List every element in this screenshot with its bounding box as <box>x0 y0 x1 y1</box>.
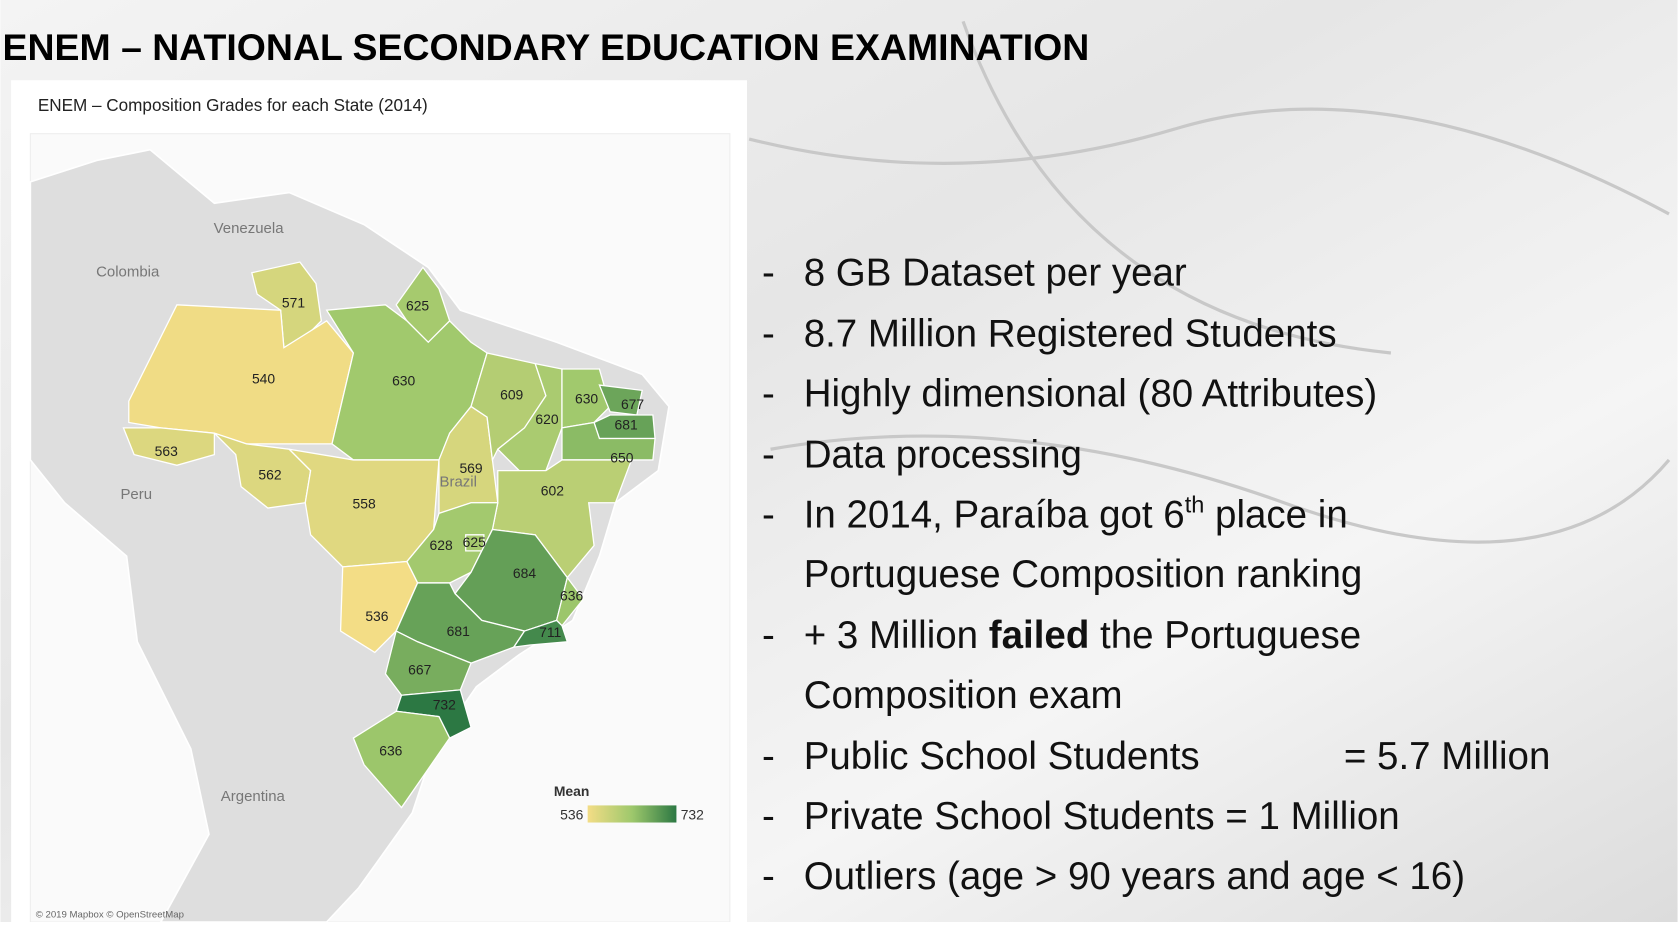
text-span: In 2014, Paraíba got 6 <box>804 493 1185 536</box>
legend-min: 536 <box>560 806 583 822</box>
bullet-text: Composition exam <box>804 674 1123 717</box>
state-value: 636 <box>560 588 583 604</box>
bullet-marker: - <box>762 252 775 295</box>
bullet-marker: - <box>762 493 775 536</box>
bullet-marker: - <box>762 433 775 476</box>
bullet-marker: - <box>762 795 775 838</box>
state-value: 563 <box>155 443 178 459</box>
state-value: 628 <box>430 537 453 553</box>
bullet-marker: - <box>762 855 775 898</box>
country-label: Venezuela <box>214 220 285 237</box>
bullet-text: Public School Students <box>804 735 1200 778</box>
text-span: + 3 Million <box>804 614 989 657</box>
state-value: 636 <box>379 743 402 759</box>
state-value: 711 <box>539 624 561 640</box>
bullet-text: Highly dimensional (80 Attributes) <box>804 372 1378 415</box>
map-title: ENEM – Composition Grades for each State… <box>38 96 428 115</box>
bullet-text: In 2014, Paraíba got 6th place in <box>804 491 1348 536</box>
state-value: 681 <box>615 416 638 432</box>
attribution: © 2019 Mapbox © OpenStreetMap <box>36 910 184 921</box>
state-value: 609 <box>500 386 523 402</box>
bullet-marker: - <box>762 313 775 356</box>
legend-title: Mean <box>554 783 590 799</box>
legend-gradient <box>587 805 677 823</box>
state-value: 630 <box>392 373 415 389</box>
state-value: 684 <box>513 565 536 581</box>
state-value: 569 <box>459 460 482 476</box>
bullet-text: + 3 Million failed the Portuguese <box>804 614 1362 657</box>
state-value: 625 <box>406 298 429 314</box>
state-value: 571 <box>282 294 305 310</box>
country-label: Brazil <box>440 473 477 490</box>
state-value: 667 <box>408 661 431 677</box>
bullet-marker: - <box>762 614 775 657</box>
country-label: Colombia <box>96 264 160 281</box>
state-value: 677 <box>621 396 644 412</box>
state-value: 625 <box>463 534 486 550</box>
text-span: the Portuguese <box>1089 614 1361 657</box>
text-span: place in <box>1204 493 1347 536</box>
bullet-text: 8.7 Million Registered Students <box>804 313 1337 356</box>
state <box>352 710 451 809</box>
state-value: 620 <box>535 411 558 427</box>
slide-title: ENEM – NATIONAL SECONDARY EDUCATION EXAM… <box>3 26 1090 68</box>
country-label: Peru <box>120 486 152 503</box>
bullet-text: Data processing <box>804 433 1082 476</box>
state-value: 536 <box>365 608 388 624</box>
state <box>122 427 215 466</box>
state-value: 558 <box>353 496 376 512</box>
bullet-text: Private School Students = 1 Million <box>804 795 1400 838</box>
bullet-text: = 5.7 Million <box>1344 735 1551 778</box>
state-value: 562 <box>258 467 281 483</box>
bullet-marker: - <box>762 735 775 778</box>
bold-text: failed <box>989 614 1090 657</box>
marble-veins <box>748 20 1671 544</box>
state <box>561 368 611 429</box>
state-value: 602 <box>541 483 564 499</box>
legend-max: 732 <box>681 806 704 822</box>
state-value: 681 <box>447 623 470 639</box>
bullet-marker: - <box>762 372 775 415</box>
state-value: 540 <box>252 370 275 386</box>
state-value: 650 <box>610 450 633 466</box>
state-value: 732 <box>433 697 456 713</box>
country-label: Argentina <box>221 788 286 805</box>
bullet-text: 8 GB Dataset per year <box>804 252 1187 295</box>
bullet-text: Portuguese Composition ranking <box>804 553 1363 596</box>
state <box>512 619 569 648</box>
state-value: 630 <box>575 391 598 407</box>
superscript: th <box>1185 491 1205 517</box>
bullet-text: Outliers (age > 90 years and age < 16) <box>804 855 1465 898</box>
